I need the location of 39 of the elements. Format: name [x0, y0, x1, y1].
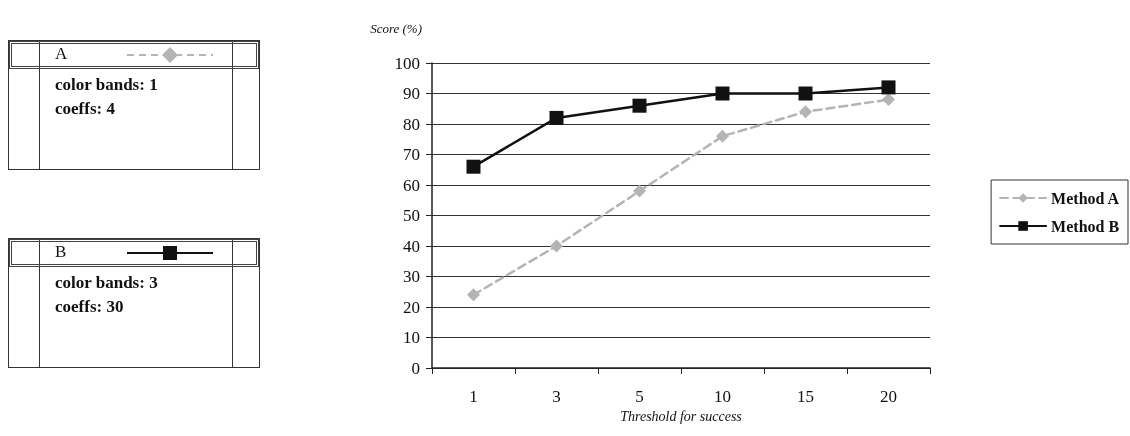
point — [632, 98, 647, 113]
y-tick-label: 50 — [403, 206, 420, 225]
y-tick-label: 60 — [403, 175, 420, 195]
point — [881, 80, 896, 95]
y-tick-label: 80 — [403, 114, 420, 134]
legend-label: Method B — [1051, 217, 1120, 235]
y-tick-label: 100 — [394, 53, 420, 73]
y-axis-title: Score (%) — [370, 21, 422, 36]
point — [715, 86, 730, 101]
text: B — [55, 242, 67, 262]
x-tick-label: 5 — [635, 387, 644, 406]
x-tick-label: 3 — [552, 387, 561, 406]
point — [467, 288, 480, 302]
y-tick-label: 30 — [403, 267, 420, 286]
point — [549, 110, 564, 125]
point — [798, 86, 813, 101]
point — [633, 184, 646, 198]
text: coeffs: 30 — [55, 297, 124, 317]
text: color bands: 3 — [55, 273, 158, 293]
point — [799, 105, 812, 119]
point — [882, 93, 895, 107]
x-tick-label: 20 — [880, 387, 897, 406]
point — [716, 129, 729, 143]
y-tick-label: 90 — [403, 84, 420, 103]
x-tick-label: 1 — [469, 387, 478, 406]
y-tick-label: 0 — [411, 358, 420, 378]
y-tick-label: 40 — [403, 236, 420, 256]
point — [550, 239, 563, 253]
x-tick-label: 10 — [714, 387, 731, 406]
text: coeffs: 4 — [55, 99, 115, 119]
x-tick-label: 15 — [797, 387, 814, 406]
text: A — [55, 44, 68, 64]
y-tick-label: 20 — [403, 297, 420, 317]
legend-label: Method A — [1051, 189, 1120, 207]
y-tick-label: 10 — [403, 328, 420, 347]
point — [466, 159, 481, 174]
x-axis-title: Threshold for success — [620, 409, 743, 425]
text: color bands: 1 — [55, 75, 158, 95]
y-tick-label: 70 — [403, 145, 420, 164]
